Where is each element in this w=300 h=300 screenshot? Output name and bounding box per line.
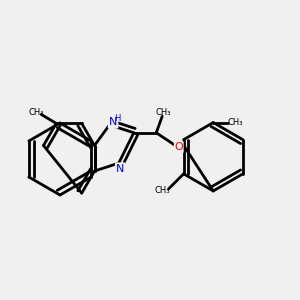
Text: CH₃: CH₃	[155, 186, 170, 195]
Text: O: O	[174, 142, 183, 152]
Text: CH₃: CH₃	[228, 118, 244, 127]
Text: H: H	[114, 114, 120, 123]
Text: CH₃: CH₃	[156, 108, 172, 117]
Text: N: N	[116, 164, 124, 173]
Text: N: N	[109, 118, 117, 128]
Text: CH₃: CH₃	[28, 108, 44, 117]
